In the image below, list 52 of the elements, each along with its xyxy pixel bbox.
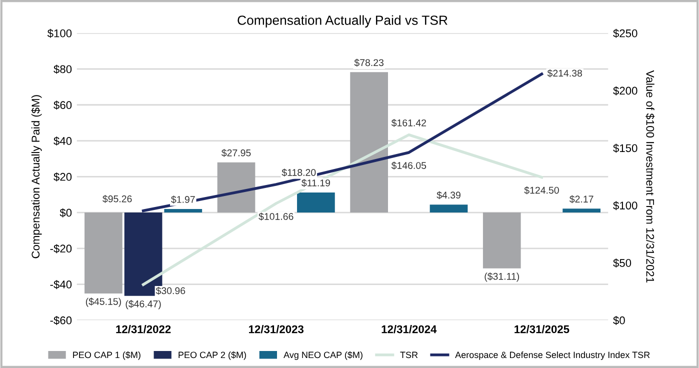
y-tick-label: $20 <box>54 172 72 182</box>
x-tick-label: 12/31/2023 <box>249 325 304 334</box>
y2-tick-label: $150 <box>613 144 638 153</box>
y2-tick-label: $250 <box>613 28 638 38</box>
x-tick-label: 12/31/2024 <box>382 325 437 334</box>
data-label: $118.20 <box>282 168 316 177</box>
bar <box>217 162 256 213</box>
data-label: $27.95 <box>222 148 251 157</box>
data-label: $78.23 <box>354 58 384 67</box>
y-tick-label: -$20 <box>50 244 72 254</box>
y-tick-label: $80 <box>54 64 72 74</box>
bar <box>482 212 521 268</box>
data-label: $161.42 <box>391 119 426 127</box>
bar <box>164 208 202 213</box>
data-label: $124.50 <box>524 186 559 194</box>
data-label: ($31.11) <box>484 272 520 282</box>
y-tick-label: $100 <box>47 28 72 38</box>
legend-label: TSR <box>400 352 418 358</box>
legend-label: Avg NEO CAP ($M) <box>284 351 362 360</box>
data-label: $4.39 <box>436 191 460 200</box>
x-tick-label: 12/31/2025 <box>514 325 570 334</box>
y2-tick-label: $50 <box>613 258 632 268</box>
data-label: $2.17 <box>570 195 594 204</box>
data-label: $30.96 <box>156 286 186 295</box>
y-tick-label: $60 <box>54 100 72 110</box>
x-tick-label: 12/31/2022 <box>116 325 171 334</box>
y2-tick-label: $200 <box>613 86 638 96</box>
chart-title: Compensation Actually Paid vs TSR <box>238 15 448 28</box>
data-label: ($45.15) <box>86 298 121 307</box>
bar <box>297 192 335 213</box>
data-label: $146.05 <box>391 162 426 170</box>
data-label: $95.26 <box>102 194 132 203</box>
bar <box>84 212 122 294</box>
y-axis-title: Compensation Actually Paid ($M) <box>31 95 42 258</box>
y-tick-label: -$40 <box>50 280 72 290</box>
y2-tick-label: $0 <box>613 316 625 325</box>
legend-label: Aerospace & Defense Select Industry Index TSR <box>455 351 650 360</box>
data-label: ($46.47) <box>126 300 161 310</box>
data-label: $214.38 <box>547 69 582 78</box>
data-label: $101.66 <box>258 212 294 221</box>
data-label: $1.97 <box>171 196 195 204</box>
y-tick-label: $0 <box>60 208 72 218</box>
y-tick-label: $40 <box>54 136 72 146</box>
legend-label: PEO CAP 1 ($M) <box>73 351 140 360</box>
y2-tick-label: $100 <box>613 201 638 210</box>
y-tick-label: -$60 <box>50 316 72 325</box>
bar <box>562 208 600 213</box>
legend-label: PEO CAP 2 ($M) <box>178 351 246 360</box>
y2-axis-title: Value of $100 Investment From 12/31/2021 <box>646 70 655 283</box>
bar <box>350 72 388 213</box>
bar <box>430 204 468 213</box>
data-label: $11.19 <box>302 179 330 187</box>
